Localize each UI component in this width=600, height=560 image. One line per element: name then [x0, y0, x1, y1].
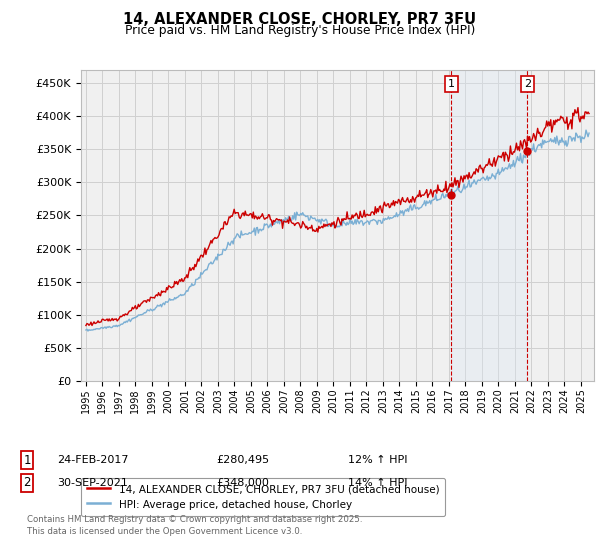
Text: Contains HM Land Registry data © Crown copyright and database right 2025.
This d: Contains HM Land Registry data © Crown c… [27, 515, 362, 536]
Text: 12% ↑ HPI: 12% ↑ HPI [348, 455, 407, 465]
Text: 1: 1 [448, 79, 455, 89]
Text: 2: 2 [23, 476, 31, 489]
Text: Price paid vs. HM Land Registry's House Price Index (HPI): Price paid vs. HM Land Registry's House … [125, 24, 475, 37]
Legend: 14, ALEXANDER CLOSE, CHORLEY, PR7 3FU (detached house), HPI: Average price, deta: 14, ALEXANDER CLOSE, CHORLEY, PR7 3FU (d… [81, 478, 445, 516]
Bar [451, 70, 527, 381]
Text: 14% ↑ HPI: 14% ↑ HPI [348, 478, 407, 488]
Text: £280,495: £280,495 [216, 455, 269, 465]
Text: 2: 2 [524, 79, 531, 89]
Text: 1: 1 [23, 454, 31, 467]
Text: 30-SEP-2021: 30-SEP-2021 [57, 478, 128, 488]
Text: £348,000: £348,000 [216, 478, 269, 488]
Text: 24-FEB-2017: 24-FEB-2017 [57, 455, 128, 465]
Text: 14, ALEXANDER CLOSE, CHORLEY, PR7 3FU: 14, ALEXANDER CLOSE, CHORLEY, PR7 3FU [124, 12, 476, 27]
